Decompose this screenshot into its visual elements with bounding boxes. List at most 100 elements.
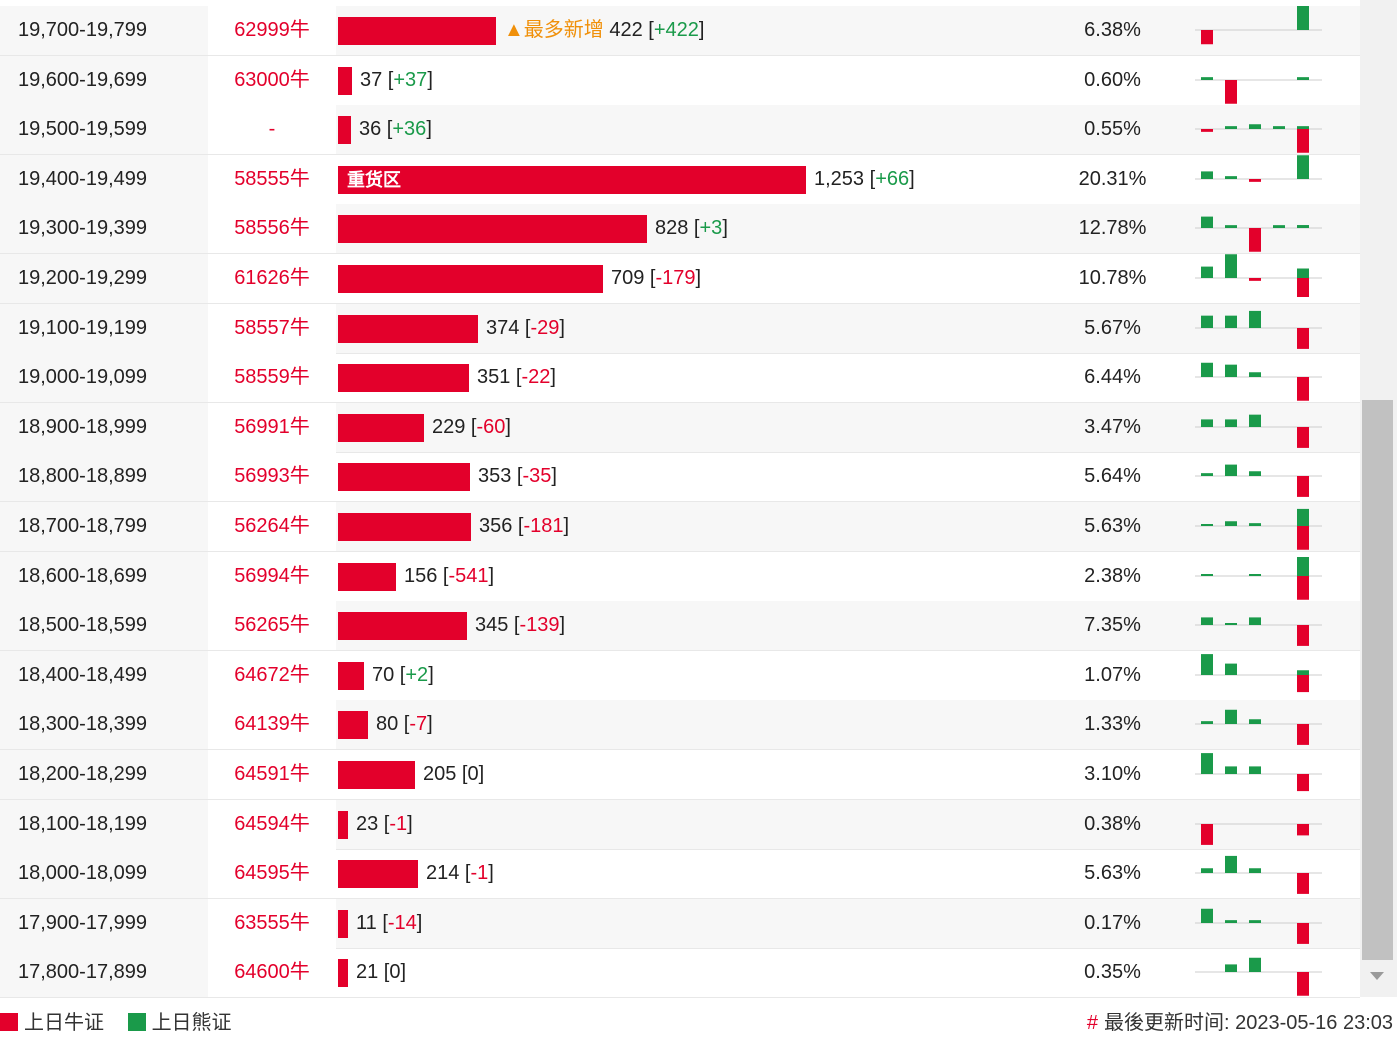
bear-swatch-icon (127, 1013, 146, 1031)
volume-value: 422 (609, 19, 643, 41)
sparkline-bar (1201, 362, 1213, 378)
sparkline-bar (1297, 674, 1309, 692)
share-percent: 0.60% (1084, 68, 1141, 91)
warrant-code-link[interactable]: 64139牛 (208, 700, 336, 750)
warrant-code-link[interactable]: 56993牛 (208, 452, 336, 502)
price-range: 18,400-18,499 (0, 650, 208, 700)
volume-bar (338, 513, 471, 541)
table-row: 19,000-19,099 58559牛 351 [-22] 6.44% (0, 353, 1360, 404)
sparkline-bar (1297, 225, 1309, 229)
price-range: 18,900-18,999 (0, 402, 208, 452)
warrant-code-link[interactable]: 56264牛 (208, 502, 336, 551)
sparkline-bar (1249, 868, 1261, 874)
warrant-code-link[interactable]: 56991牛 (208, 402, 336, 452)
sparkline-bar (1201, 30, 1213, 45)
table-row: 17,800-17,899 64600牛 21 [0] 0.35% (0, 948, 1360, 999)
volume-value: 23 (356, 812, 379, 835)
sparkline-bar (1201, 171, 1213, 179)
legend-bull-label: 上日牛证 (24, 1012, 104, 1034)
warrant-code-link[interactable]: 58559牛 (208, 353, 336, 403)
warrant-code-link[interactable]: 58556牛 (208, 204, 336, 254)
volume-bar-cell: 205 [0] (338, 750, 1038, 799)
history-sparkline (1195, 849, 1325, 898)
price-range: 18,800-18,899 (0, 452, 208, 502)
warrant-code-link[interactable]: 64672牛 (208, 650, 336, 700)
sparkline-bar (1225, 521, 1237, 526)
volume-bar (338, 364, 469, 393)
price-range: 18,000-18,099 (0, 849, 208, 899)
warrant-code-link[interactable]: 64594牛 (208, 799, 336, 849)
volume-change: -22 (521, 366, 551, 389)
history-sparkline (1195, 700, 1325, 749)
volume-change: +2 (405, 663, 429, 686)
share-percent: 1.07% (1084, 663, 1141, 686)
sparkline-bar (1225, 766, 1237, 774)
volume-value: 229 (432, 415, 466, 438)
table-row: 18,500-18,599 56265牛 345 [-139] 7.35% (0, 601, 1360, 652)
warrant-code-link[interactable]: - (208, 105, 336, 155)
table-row: 18,400-18,499 64672牛 70 [+2] 1.07% (0, 650, 1360, 701)
sparkline-bar (1297, 1, 1309, 30)
sparkline-chart (1195, 216, 1322, 253)
sparkline-chart (1195, 76, 1322, 104)
warrant-code-link[interactable]: 64600牛 (208, 948, 336, 998)
volume-value: 11 (356, 911, 377, 934)
warrant-code-link[interactable]: 64595牛 (208, 849, 336, 899)
warrant-code-link[interactable]: 62999牛 (208, 6, 336, 55)
table-row: 18,100-18,199 64594牛 23 [-1] 0.38% (0, 799, 1360, 850)
volume-bar-cell: 156 [-541] (338, 552, 1038, 601)
volume-bar-cell: 重货区 1,253 [+66] (338, 155, 1038, 204)
sparkline-bar (1297, 972, 1309, 997)
warrant-code-link[interactable]: 58555牛 (208, 154, 336, 204)
volume-change: -541 (448, 564, 489, 587)
sparkline-chart (1195, 254, 1322, 297)
sparkline-bar (1225, 623, 1237, 626)
volume-change: -7 (409, 713, 428, 736)
sparkline-bar (1201, 419, 1213, 427)
volume-bar-cell: 11 [-14] (338, 899, 1038, 948)
sparkline-bar (1201, 473, 1213, 477)
table-row: 19,200-19,299 61626牛 709 [-179] 10.78% (0, 254, 1360, 304)
warrant-code-link[interactable]: 56265牛 (208, 601, 336, 651)
sparkline-bar (1249, 766, 1261, 774)
sparkline-bar (1249, 958, 1261, 973)
volume-change: +422 (653, 19, 699, 41)
scrollbar[interactable] (1360, 0, 1397, 997)
share-percent: 5.63% (1084, 515, 1141, 537)
warrant-code-link[interactable]: 63000牛 (208, 55, 336, 105)
sparkline-bar (1297, 670, 1309, 675)
share-percent: 20.31% (1078, 167, 1147, 190)
price-range: 17,800-17,899 (0, 948, 208, 998)
sparkline-bar (1201, 266, 1213, 278)
warrant-code-link[interactable]: 64591牛 (208, 750, 336, 799)
sparkline-bar (1297, 174, 1309, 179)
history-sparkline (1195, 1, 1325, 55)
share-percent: 0.17% (1084, 911, 1141, 934)
sparkline-bar (1225, 856, 1237, 874)
sparkline-bar (1297, 508, 1309, 526)
sparkline-bar (1201, 573, 1213, 576)
volume-change: +66 (875, 167, 910, 190)
volume-bar-cell: 37 [+37] (338, 56, 1038, 105)
sparkline-bar (1225, 225, 1237, 229)
sparkline-bar (1297, 327, 1309, 333)
price-range: 19,500-19,599 (0, 105, 208, 155)
scroll-down-arrow-icon[interactable] (1370, 972, 1384, 980)
warrant-code-link[interactable]: 61626牛 (208, 254, 336, 303)
sparkline-bar (1297, 625, 1309, 647)
table-row: 18,700-18,799 56264牛 356 [-181] 5.63% (0, 502, 1360, 552)
sparkline-bar (1201, 721, 1213, 725)
volume-bar (338, 413, 424, 442)
history-sparkline (1195, 601, 1325, 650)
share-percent: 3.10% (1084, 763, 1141, 785)
scrollbar-thumb[interactable] (1362, 400, 1393, 960)
volume-bar (338, 810, 348, 839)
warrant-code-link[interactable]: 56994牛 (208, 551, 336, 601)
sparkline-bar (1201, 76, 1213, 80)
warrant-code-link[interactable]: 58557牛 (208, 303, 336, 353)
warrant-code-link[interactable]: 63555牛 (208, 898, 336, 948)
volume-change: -14 (387, 911, 417, 934)
sparkline-bar (1297, 155, 1309, 179)
volume-bar (338, 959, 348, 988)
sparkline-bar (1297, 129, 1309, 153)
